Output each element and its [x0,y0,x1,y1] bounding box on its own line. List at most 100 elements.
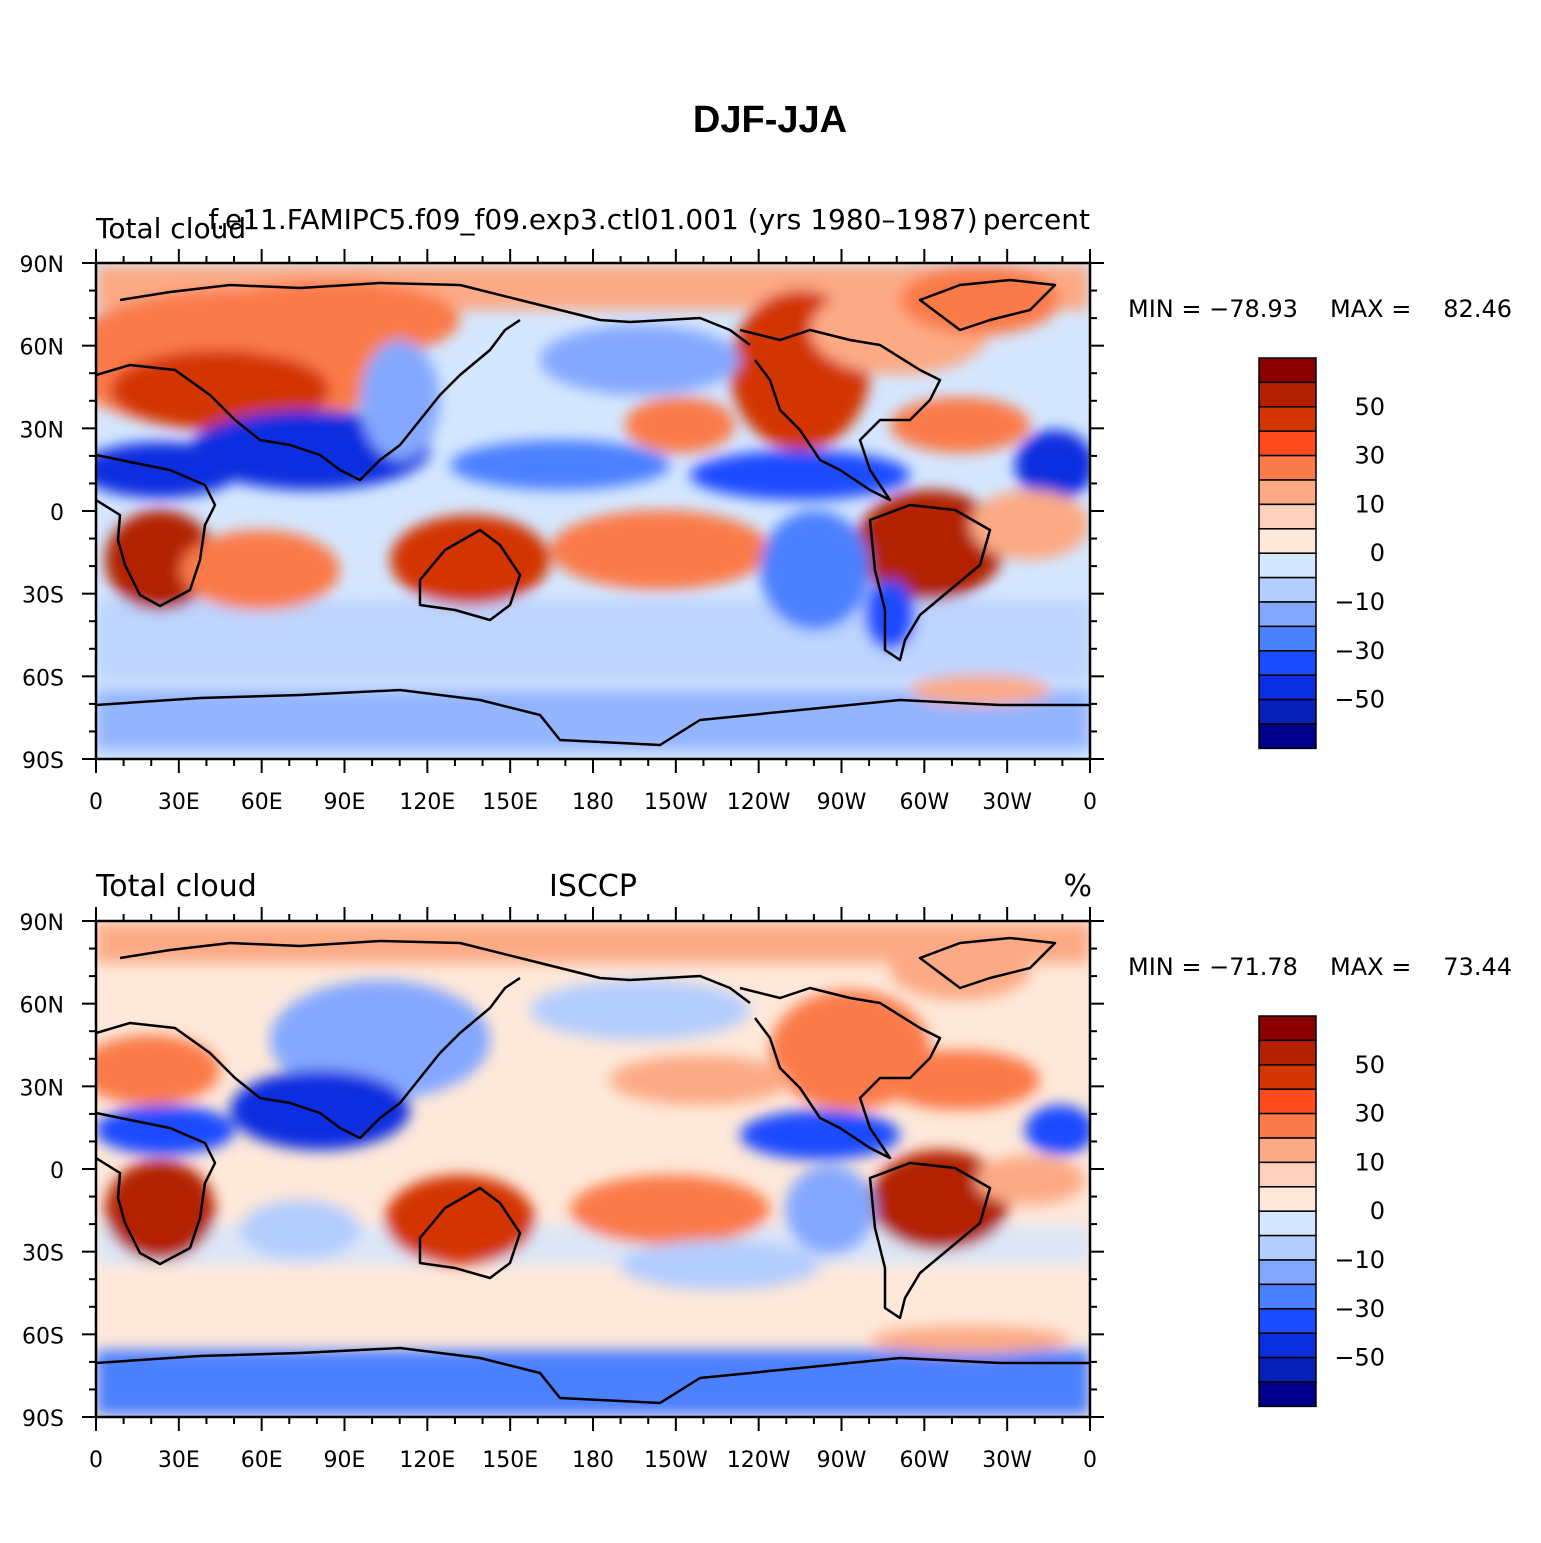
lon-tick-label: 120W [727,1448,791,1473]
coastlines [96,278,1090,747]
lon-tick-label: 120W [727,790,791,815]
colorbar-swatch [1258,1064,1317,1090]
lat-tick-label: 30S [22,1242,64,1267]
colorbar-swatch [1258,1137,1317,1164]
colorbar-swatch [1258,552,1317,579]
colorbar-swatch [1258,357,1317,384]
map-panel-model: Total cloud f.e11.FAMIPC5.f09_f09.exp3.c… [20,203,1512,815]
lat-tick-label: 60S [22,1324,64,1349]
colorbar-swatch [1258,1234,1317,1261]
colorbar-swatch [1258,576,1317,603]
colorbar-label: −10 [1334,588,1385,616]
lat-tick-label: 60N [20,336,64,361]
lon-tick-label: 30E [158,1448,200,1473]
lon-tick-label: 60E [241,790,283,815]
min-stat: MIN = −71.78 [1128,953,1298,981]
lon-tick-label: 90W [817,1448,867,1473]
colorbar-swatch [1258,625,1317,652]
colorbar-swatch [1258,1283,1317,1310]
lat-tick-label: 30N [20,418,64,443]
colorbar-label: 10 [1354,1148,1385,1176]
lat-tick-label: 90S [22,1407,64,1432]
colorbar-swatch [1258,454,1317,481]
panel-center-title: ISCCP [549,869,637,904]
colorbar-label: −10 [1334,1246,1385,1274]
lon-tick-label: 90W [817,790,867,815]
lat-tick-label: 30N [20,1076,64,1101]
colorbar-swatch [1258,1332,1317,1359]
lon-tick-label: 30W [982,790,1032,815]
colorbar-swatch [1258,723,1317,750]
max-stat: 82.46 [1443,295,1512,323]
colorbar-swatch [1258,381,1317,408]
figure-title: DJF-JJA [693,99,847,141]
lon-tick-label: 180 [572,790,614,815]
lon-tick-label: 0 [1083,790,1097,815]
lon-tick-label: 0 [89,1448,103,1473]
colorbar-swatch [1258,674,1317,701]
lon-tick-label: 90E [324,1448,366,1473]
colorbar-swatch [1258,650,1317,676]
panel-center-title: f.e11.FAMIPC5.f09_f09.exp3.ctl01.001 (yr… [208,203,977,236]
lon-tick-label: 30E [158,790,200,815]
panel-right-title: percent [983,203,1090,236]
lon-tick-label: 120E [399,790,455,815]
colorbar-swatch [1258,1259,1317,1286]
contour-field [96,921,1090,1417]
colorbar-swatch [1258,430,1317,457]
colorbar-swatch [1258,698,1317,725]
lon-tick-label: 0 [1083,1448,1097,1473]
lat-tick-label: 60N [20,994,64,1019]
panel-left-title: Total cloud [95,212,246,245]
colorbar-label: 30 [1354,442,1385,470]
lon-tick-label: 150W [644,790,708,815]
min-stat: MIN = −78.93 [1128,295,1298,323]
max-label: MAX = [1330,953,1411,981]
colorbar-label: −30 [1334,1295,1385,1323]
colorbar-swatch [1258,1308,1317,1334]
colorbar-swatch [1258,503,1317,530]
colorbar-label: 0 [1370,1197,1385,1225]
lon-tick-label: 90E [324,790,366,815]
colorbar-swatch [1258,1210,1317,1237]
colorbar-label: 50 [1354,393,1385,421]
lat-tick-label: 90N [20,253,64,278]
lat-tick-label: 0 [50,1159,64,1184]
lon-tick-label: 30W [982,1448,1032,1473]
colorbar-label: 10 [1354,490,1385,518]
colorbar: 50 30 10 0 −10 −30 −50 [1258,1015,1385,1408]
max-stat: 73.44 [1443,953,1512,981]
colorbar-swatch [1258,479,1317,506]
lon-tick-label: 180 [572,1448,614,1473]
colorbar-swatch [1258,1112,1317,1139]
colorbar-swatch [1258,601,1317,628]
colorbar-swatch [1258,1356,1317,1383]
lon-tick-label: 60W [899,1448,949,1473]
colorbar-label: 30 [1354,1100,1385,1128]
panel-right-title: % [1063,869,1092,904]
contour-field [96,263,1090,759]
lat-tick-label: 90S [22,749,64,774]
colorbar-swatch [1258,1015,1317,1042]
map-panel-isccp: Total cloud ISCCP % [20,869,1512,1473]
colorbar-swatch [1258,1088,1317,1115]
lon-tick-label: 60W [899,790,949,815]
lon-tick-label: 60E [241,1448,283,1473]
colorbar-label: 50 [1354,1051,1385,1079]
coastlines [96,936,1090,1405]
colorbar-label: −30 [1334,637,1385,665]
colorbar-swatch [1258,1186,1317,1212]
lat-tick-label: 60S [22,666,64,691]
max-label: MAX = [1330,295,1411,323]
colorbar-label: 0 [1370,539,1385,567]
panel-left-title: Total cloud [95,869,257,904]
colorbar-swatch [1258,1381,1317,1408]
colorbar-swatch [1258,1161,1317,1188]
lon-tick-label: 150E [482,790,538,815]
colorbar: 50 30 10 0 −10 −30 −50 [1258,357,1385,750]
lon-tick-label: 150W [644,1448,708,1473]
lat-tick-label: 90N [20,911,64,936]
lat-tick-label: 30S [22,584,64,609]
colorbar-swatch [1258,528,1317,554]
